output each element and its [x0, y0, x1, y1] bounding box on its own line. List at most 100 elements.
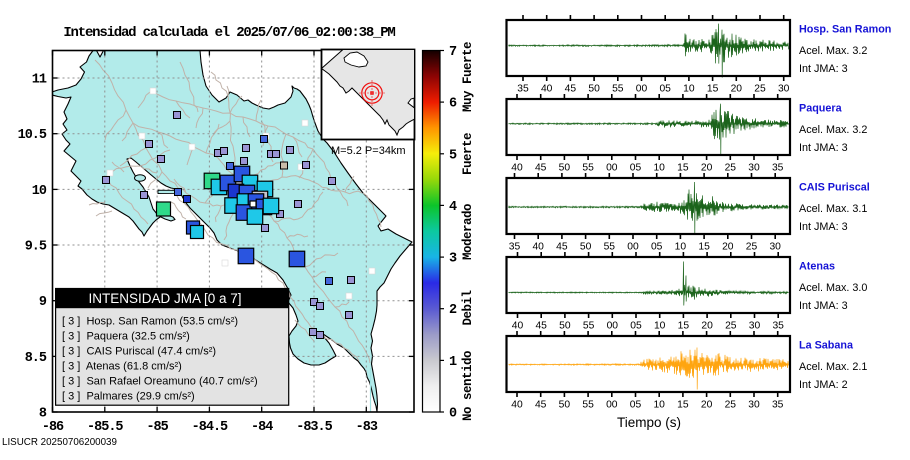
svg-text:Moderado: Moderado: [461, 204, 475, 260]
svg-text:Fuerte: Fuerte: [461, 133, 475, 175]
svg-text:-83: -83: [356, 420, 378, 435]
svg-text:9.5: 9.5: [25, 240, 47, 255]
svg-text:[ 3 ] Palmares (29.9 cm/s²): [ 3 ] Palmares (29.9 cm/s²): [62, 390, 195, 402]
svg-text:20: 20: [731, 84, 743, 95]
svg-text:30: 30: [769, 242, 781, 253]
svg-text:4: 4: [449, 200, 457, 215]
svg-text:05: 05: [659, 84, 671, 95]
svg-text:50: 50: [580, 242, 592, 253]
svg-text:-84.5: -84.5: [192, 420, 228, 435]
svg-text:Muy Fuerte: Muy Fuerte: [461, 42, 475, 112]
svg-text:-83.5: -83.5: [296, 420, 332, 435]
svg-text:Acel. Max. 3.2: Acel. Max. 3.2: [799, 45, 867, 57]
svg-text:Int JMA: 3: Int JMA: 3: [799, 221, 848, 233]
svg-text:55: 55: [583, 321, 595, 332]
svg-text:25: 25: [746, 242, 758, 253]
svg-text:9: 9: [39, 295, 47, 310]
svg-text:40: 40: [512, 321, 524, 332]
svg-text:15: 15: [698, 242, 710, 253]
svg-text:Debil: Debil: [461, 290, 475, 325]
svg-text:10: 10: [653, 400, 665, 411]
svg-text:35: 35: [772, 321, 784, 332]
svg-text:No sentido: No sentido: [461, 351, 475, 421]
svg-text:45: 45: [535, 400, 547, 411]
svg-text:20: 20: [701, 321, 713, 332]
svg-text:Hosp. San Ramon: Hosp. San Ramon: [799, 23, 891, 35]
svg-text:00: 00: [607, 321, 619, 332]
svg-text:-85.5: -85.5: [87, 420, 123, 435]
svg-text:1: 1: [449, 355, 457, 370]
svg-text:00: 00: [606, 163, 618, 174]
svg-text:10: 10: [683, 84, 695, 95]
svg-text:M=5.2 P=34km: M=5.2 P=34km: [331, 145, 406, 157]
svg-text:50: 50: [559, 321, 571, 332]
svg-text:[ 3 ] Paquera (32.5 cm/s²): [ 3 ] Paquera (32.5 cm/s²): [62, 330, 190, 342]
svg-text:15: 15: [707, 84, 719, 95]
svg-text:[ 3 ] Atenas (61.8 cm/s²): [ 3 ] Atenas (61.8 cm/s²): [62, 360, 182, 372]
svg-text:15: 15: [677, 163, 689, 174]
svg-text:Paquera: Paquera: [799, 102, 843, 114]
svg-text:25: 25: [725, 163, 737, 174]
svg-text:35: 35: [772, 163, 784, 174]
svg-text:11: 11: [32, 73, 47, 88]
svg-text:Acel. Max. 2.1: Acel. Max. 2.1: [799, 361, 867, 373]
svg-text:35: 35: [509, 242, 521, 253]
svg-text:Intensidad calculada el 2025/0: Intensidad calculada el 2025/07/06_02:00…: [63, 25, 395, 41]
svg-text:25: 25: [754, 84, 766, 95]
svg-text:2: 2: [449, 303, 457, 318]
svg-text:05: 05: [630, 400, 642, 411]
svg-text:35: 35: [517, 84, 529, 95]
svg-text:30: 30: [748, 400, 760, 411]
svg-text:Int JMA: 3: Int JMA: 3: [799, 300, 848, 312]
svg-text:45: 45: [535, 163, 547, 174]
svg-text:00: 00: [636, 84, 648, 95]
svg-text:10: 10: [32, 184, 47, 199]
svg-text:10: 10: [653, 163, 665, 174]
svg-text:55: 55: [582, 400, 594, 411]
svg-text:-85: -85: [146, 420, 168, 435]
svg-text:50: 50: [588, 84, 600, 95]
svg-text:Acel. Max. 3.2: Acel. Max. 3.2: [799, 124, 867, 136]
svg-text:40: 40: [541, 84, 553, 95]
svg-text:45: 45: [535, 321, 547, 332]
svg-text:40: 40: [511, 163, 523, 174]
svg-text:45: 45: [556, 242, 568, 253]
svg-text:55: 55: [612, 84, 624, 95]
svg-text:La Sabana: La Sabana: [799, 339, 854, 351]
svg-text:8.5: 8.5: [25, 351, 47, 366]
svg-text:Int JMA: 3: Int JMA: 3: [799, 142, 848, 154]
svg-text:20: 20: [701, 400, 713, 411]
svg-text:45: 45: [565, 84, 577, 95]
svg-text:25: 25: [725, 400, 737, 411]
svg-text:CAIS Puriscal: CAIS Puriscal: [799, 181, 870, 193]
svg-text:35: 35: [772, 400, 784, 411]
svg-text:5: 5: [449, 148, 457, 163]
svg-text:Int JMA: 3: Int JMA: 3: [799, 63, 848, 75]
svg-text:0: 0: [449, 407, 457, 422]
svg-text:50: 50: [559, 163, 571, 174]
svg-text:30: 30: [778, 84, 790, 95]
svg-text:55: 55: [604, 242, 616, 253]
svg-text:LISUCR 20250706200039: LISUCR 20250706200039: [2, 437, 117, 448]
svg-text:10: 10: [654, 321, 666, 332]
svg-text:Int JMA: 2: Int JMA: 2: [799, 379, 848, 391]
svg-text:10.5: 10.5: [18, 128, 47, 143]
svg-text:55: 55: [582, 163, 594, 174]
svg-text:8: 8: [39, 407, 47, 422]
svg-text:Atenas: Atenas: [799, 260, 835, 272]
svg-text:Acel. Max. 3.0: Acel. Max. 3.0: [799, 282, 867, 294]
svg-text:-86: -86: [42, 420, 64, 435]
svg-text:[ 3 ] CAIS Puriscal (47.4 cm/: [ 3 ] CAIS Puriscal (47.4 cm/s²): [62, 345, 216, 357]
svg-text:05: 05: [651, 242, 663, 253]
svg-text:30: 30: [749, 321, 761, 332]
svg-text:20: 20: [722, 242, 734, 253]
svg-text:40: 40: [532, 242, 544, 253]
svg-text:40: 40: [511, 400, 523, 411]
svg-text:50: 50: [559, 400, 571, 411]
svg-text:Acel. Max. 3.1: Acel. Max. 3.1: [799, 203, 867, 215]
svg-text:15: 15: [677, 400, 689, 411]
svg-text:10: 10: [675, 242, 687, 253]
svg-text:3: 3: [449, 252, 457, 267]
svg-text:-84: -84: [251, 420, 273, 435]
svg-text:INTENSIDAD JMA [0 a 7]: INTENSIDAD JMA [0 a 7]: [88, 291, 241, 306]
